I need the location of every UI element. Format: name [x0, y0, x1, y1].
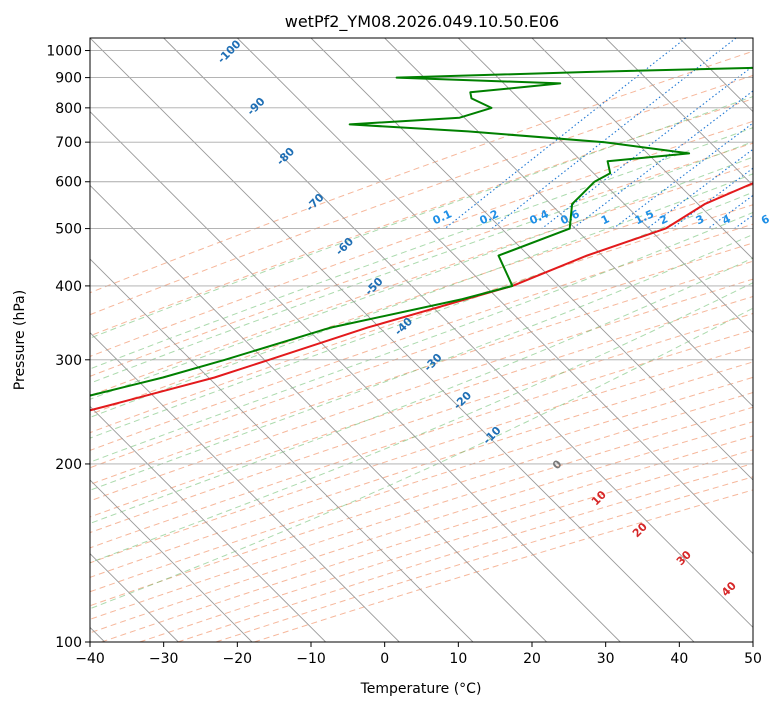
- isotherm-line: [605, 38, 753, 186]
- grid-lines: [90, 38, 753, 642]
- isotherm-label: -70: [303, 191, 326, 214]
- isotherm-line: [458, 38, 753, 334]
- isotherm-label: -10: [480, 424, 503, 447]
- isotherm-line: [90, 258, 474, 642]
- plot-frame: [89, 37, 754, 643]
- mixing-ratio-line: [671, 167, 753, 230]
- isotherm-label: -30: [421, 351, 444, 374]
- x-tick-label: −40: [75, 651, 105, 667]
- isotherm-line: [90, 479, 253, 642]
- x-tick-label: −30: [149, 651, 179, 667]
- isotherm-label: 20: [630, 520, 650, 540]
- x-tick-label: 40: [670, 651, 688, 667]
- moist-adiabat-line: [90, 307, 753, 610]
- isotherm-label: 10: [589, 488, 609, 508]
- dry-adiabat-line: [90, 74, 753, 316]
- background-lines: [90, 38, 753, 642]
- dry-adiabat-line: [215, 476, 753, 642]
- mixing-ratio-line: [734, 214, 753, 230]
- mixing-ratio-label: 6: [759, 212, 772, 227]
- isotherm-line: [163, 38, 753, 628]
- mixing-ratio-labels: 0.10.20.40.611.52346810131620253036: [431, 207, 772, 227]
- x-tick-label: 0: [380, 651, 389, 667]
- series-lines: [90, 66, 753, 412]
- isotherm-line: [531, 38, 753, 260]
- moist-adiabat-line: [90, 156, 753, 400]
- mixing-ratio-line: [572, 90, 753, 230]
- x-tick-label: −10: [296, 651, 326, 667]
- dry-adiabat-line: [90, 98, 753, 337]
- x-tick-label: 20: [523, 651, 541, 667]
- isotherm-line: [90, 111, 621, 642]
- y-tick-label: 600: [55, 175, 82, 191]
- x-tick-label: 50: [744, 651, 762, 667]
- x-axis-label: Temperature (°C): [360, 681, 482, 697]
- y-tick-label: 300: [55, 353, 82, 369]
- chart-title: wetPf2_YM08.2026.049.10.50.E06: [285, 12, 559, 32]
- moist-adiabat-line: [90, 282, 753, 564]
- mixing-ratio-line: [541, 65, 753, 230]
- dry-adiabat-line: [90, 142, 753, 377]
- isotherm-line: [384, 38, 753, 407]
- mixing-ratio-label: 2: [658, 212, 670, 227]
- y-tick-label: 1000: [46, 44, 82, 60]
- dry-adiabat-line: [101, 435, 753, 642]
- isotherm-line: [752, 38, 753, 39]
- mixing-ratio-line: [491, 38, 737, 230]
- isotherm-line: [679, 38, 753, 113]
- isotherm-line: [237, 38, 753, 555]
- x-tick-label: 30: [597, 651, 615, 667]
- isotherm-label: -90: [244, 95, 267, 118]
- dry-adiabat-line: [90, 312, 753, 534]
- dry-adiabat-line: [90, 260, 753, 486]
- y-tick-label: 400: [55, 279, 82, 295]
- dry-adiabat-line: [90, 392, 753, 607]
- isotherm-label: -60: [333, 235, 356, 258]
- moist-adiabat-line: [90, 173, 753, 418]
- isotherm-line: [310, 38, 753, 481]
- moist-adiabat-line: [90, 211, 753, 463]
- mixing-ratio-label: 0.4: [528, 207, 551, 227]
- isotherm-line: [90, 405, 326, 642]
- y-tick-label: 800: [55, 101, 82, 117]
- isotherm-line: [90, 332, 400, 642]
- dry-adiabat-line: [90, 376, 753, 593]
- isotherm-line: [90, 184, 547, 642]
- x-tick-label: 10: [449, 651, 467, 667]
- y-tick-label: 900: [55, 71, 82, 87]
- y-tick-label: 500: [55, 222, 82, 238]
- profile-line-2: [90, 66, 753, 397]
- y-axis-label: Pressure (hPa): [12, 290, 28, 390]
- isotherm-label: -20: [451, 389, 474, 412]
- x-axis: −40 −30 −20 −10 0 10 20 30 40 50: [75, 642, 762, 667]
- dry-adiabat-line: [90, 278, 753, 502]
- y-tick-label: 700: [55, 135, 82, 151]
- isotherm-label: -80: [274, 145, 297, 168]
- y-tick-label: 200: [55, 457, 82, 473]
- isotherm-line: [90, 38, 695, 642]
- y-axis: 100 200 300 400 500 600 700 800 900 1000: [46, 44, 90, 651]
- dry-adiabat-line: [90, 163, 753, 397]
- mixing-ratio-label: 1: [599, 212, 611, 227]
- mixing-ratio-line: [707, 194, 753, 230]
- isotherm-label: -100: [215, 37, 244, 66]
- moist-adiabat-line: [90, 96, 753, 339]
- profile-line-1: [90, 182, 753, 412]
- y-tick-label: 100: [55, 635, 82, 651]
- dry-adiabat-line: [90, 295, 753, 518]
- x-tick-label: −20: [223, 651, 253, 667]
- moist-adiabat-line: [90, 191, 753, 439]
